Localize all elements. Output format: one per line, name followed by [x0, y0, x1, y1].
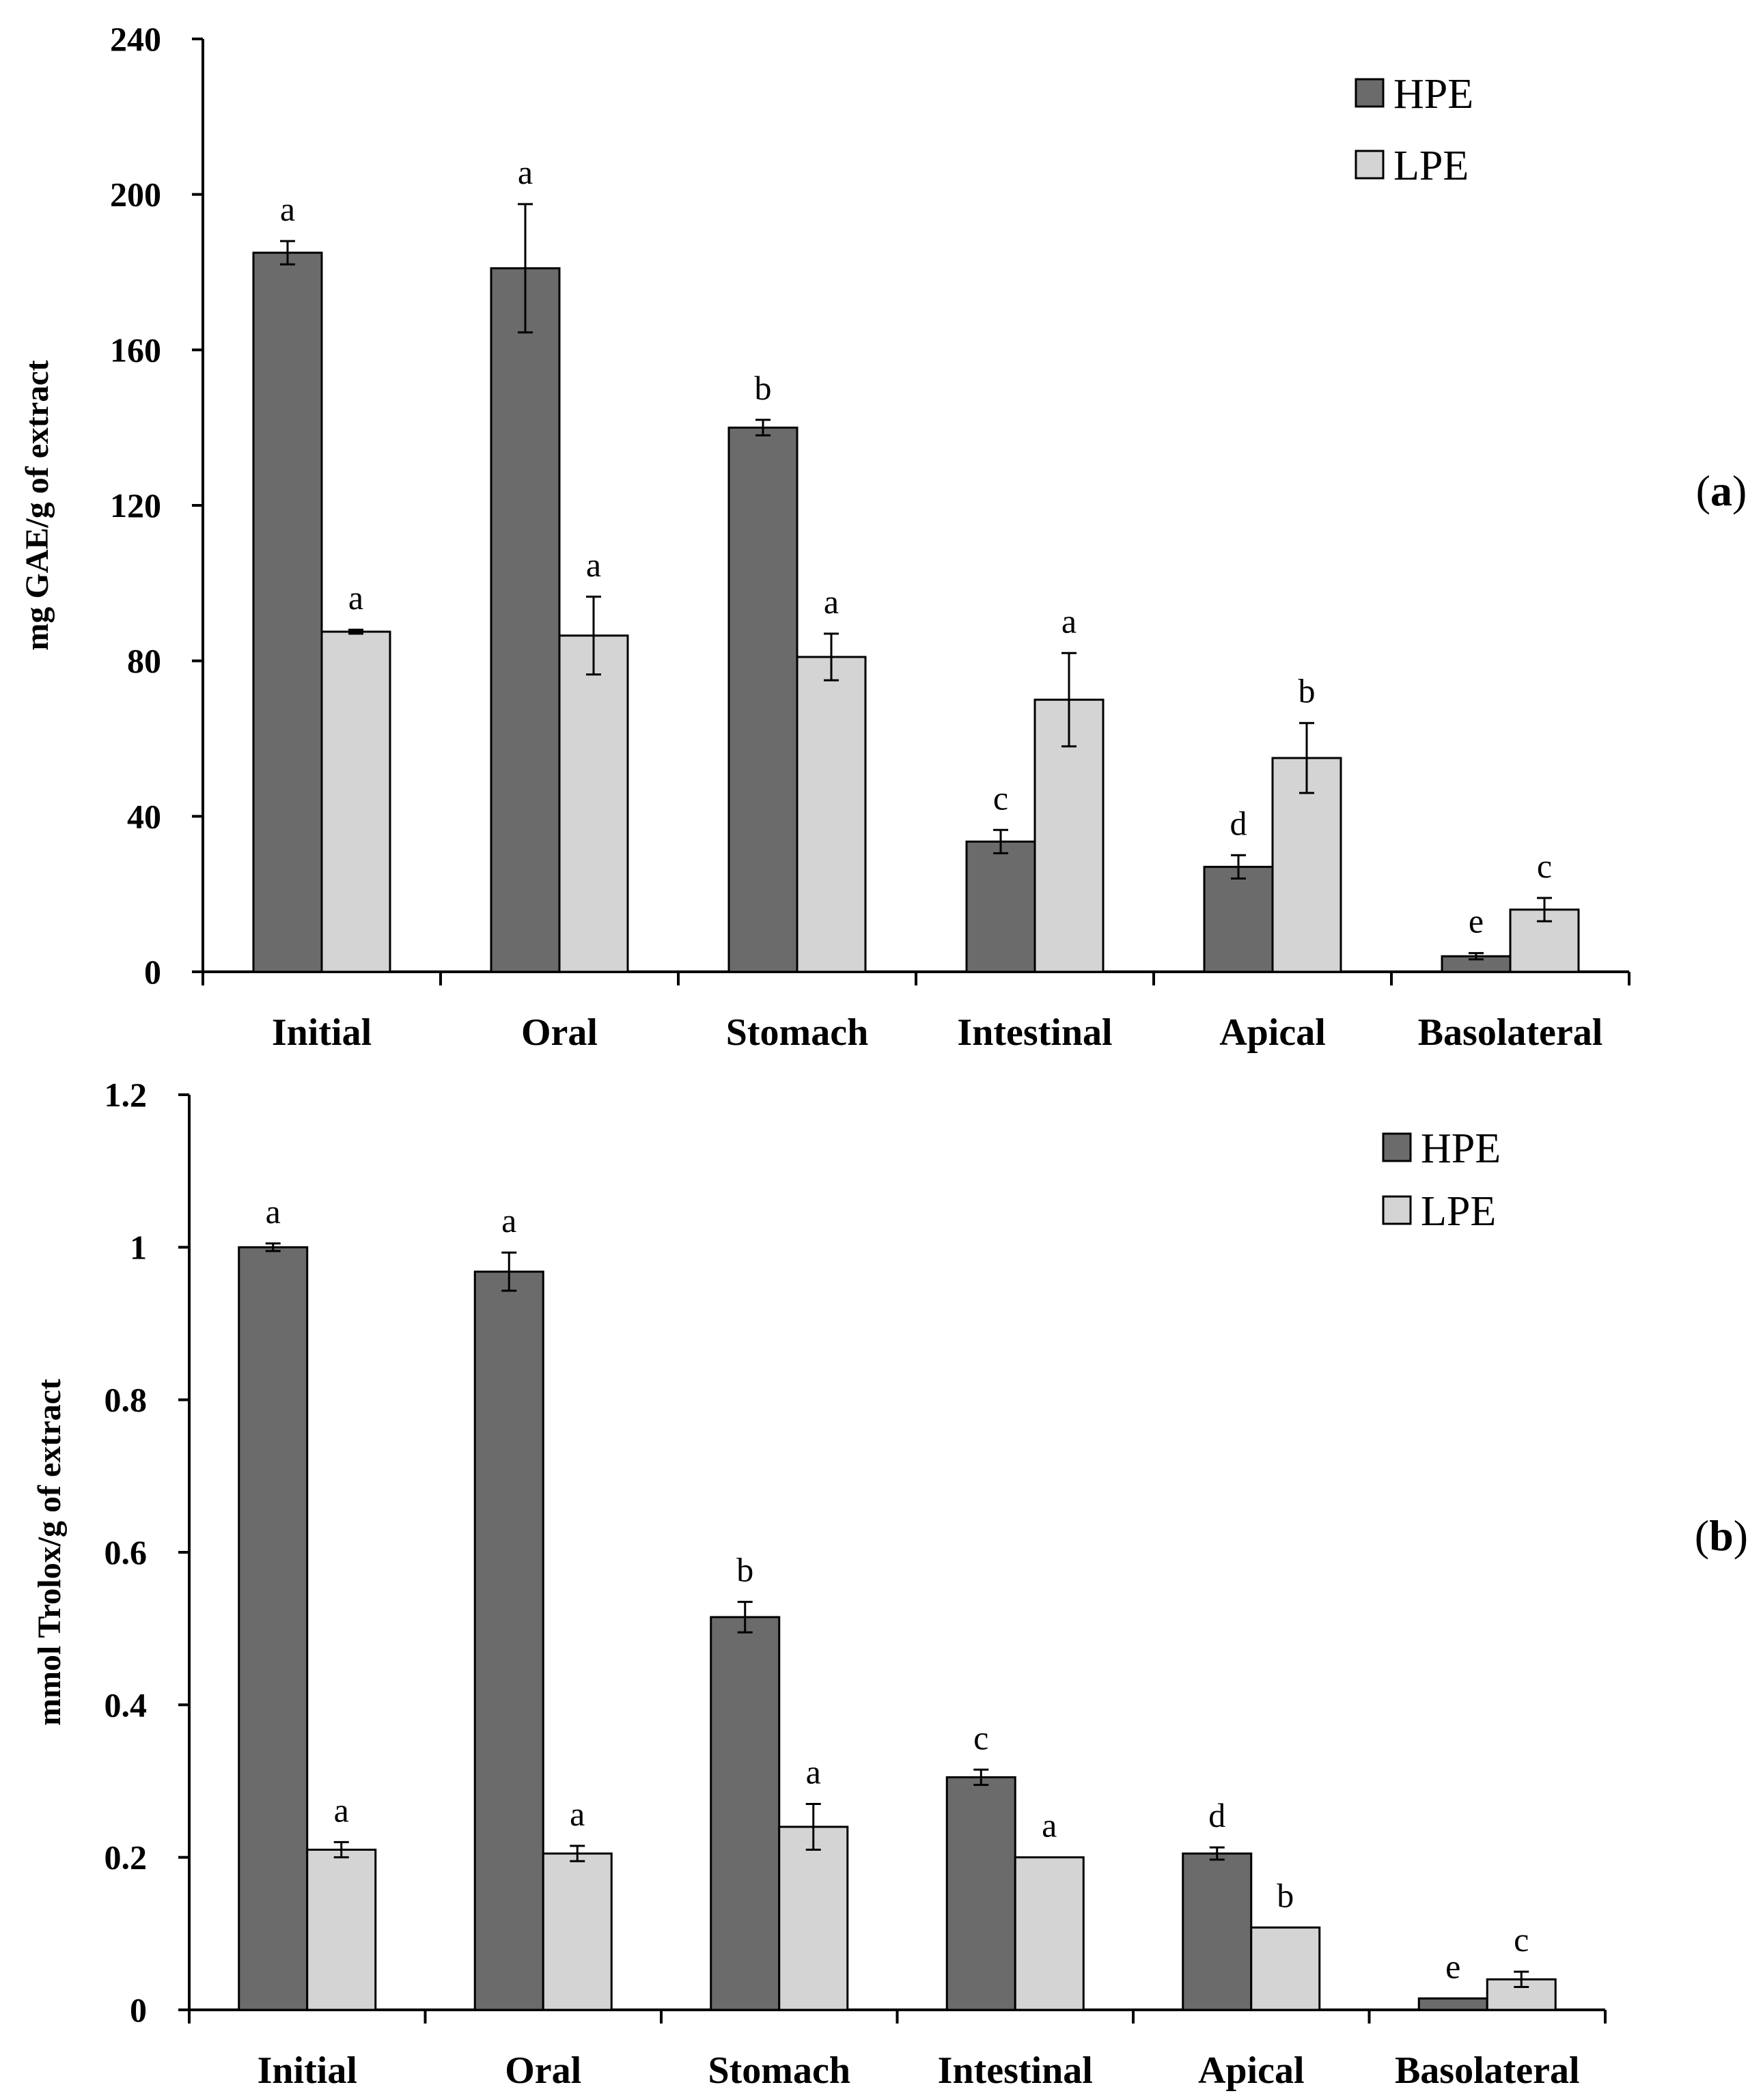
significance-letter: a — [266, 1192, 281, 1231]
bar-hpe — [252, 251, 323, 973]
y-tick-label: 200 — [110, 176, 161, 214]
y-tick-label: 0 — [130, 1991, 147, 2029]
significance-letter: c — [973, 1718, 988, 1756]
bar-lpe — [1250, 1926, 1321, 2011]
panel-label-close: ) — [1734, 1511, 1748, 1560]
significance-letter: a — [570, 1795, 585, 1833]
significance-letter: e — [1445, 1947, 1460, 1985]
bar-hpe — [945, 1776, 1016, 2011]
x-category-label: Apical — [1219, 1011, 1326, 1054]
x-category-label: Intestinal — [957, 1011, 1112, 1054]
bar-lpe — [778, 1825, 849, 2011]
bar-hpe — [1203, 865, 1274, 973]
y-tick-label: 120 — [110, 486, 161, 524]
x-category-label: Basolateral — [1395, 2049, 1580, 2092]
significance-letter: a — [824, 583, 839, 621]
bar-hpe — [727, 426, 799, 973]
significance-letter: a — [806, 1753, 821, 1791]
legend-label: HPE — [1393, 71, 1473, 117]
x-category-label: Initial — [272, 1011, 372, 1054]
y-tick-label: 0.4 — [105, 1685, 148, 1724]
legend-label: LPE — [1421, 1188, 1496, 1235]
significance-letter: a — [518, 153, 533, 191]
significance-letter: e — [1469, 902, 1484, 940]
significance-letter: a — [1042, 1806, 1057, 1845]
y-tick-label: 0.8 — [105, 1381, 148, 1419]
legend-label: LPE — [1393, 143, 1469, 189]
bar-lpe — [306, 1849, 377, 2011]
chart-panel-a: 0 40 80 120 160 200 240 a a Initial a a Oral b a Stomac… — [19, 20, 1747, 1054]
y-tick-label: 160 — [110, 331, 161, 369]
significance-letter: b — [1299, 672, 1316, 710]
bar-lpe — [796, 656, 867, 973]
significance-letter: a — [334, 1791, 349, 1829]
panel-label-letter: b — [1709, 1511, 1734, 1560]
bar-hpe — [1417, 1997, 1488, 2011]
panel-label: (a) — [1696, 466, 1747, 515]
y-tick-label: 1 — [130, 1228, 147, 1266]
significance-letter: c — [1514, 1920, 1529, 1959]
x-category-label: Stomach — [726, 1011, 868, 1054]
x-category-label: Stomach — [708, 2049, 850, 2092]
significance-letter: d — [1208, 1796, 1225, 1834]
bar-lpe — [320, 630, 391, 973]
panel-label-open: ( — [1696, 466, 1710, 515]
significance-letter: b — [755, 369, 772, 407]
x-category-label: Basolateral — [1418, 1011, 1603, 1054]
x-category-label: Apical — [1198, 2049, 1305, 2092]
significance-letter: a — [280, 190, 295, 228]
significance-letter: c — [1537, 847, 1552, 885]
panel-label-letter: a — [1710, 466, 1732, 515]
panel-label-open: ( — [1695, 1511, 1709, 1560]
legend-swatch-lpe — [1355, 150, 1385, 180]
bar-hpe — [710, 1616, 781, 2011]
significance-letter: a — [348, 578, 363, 617]
panel-label-close: ) — [1732, 466, 1747, 515]
legend-label: HPE — [1421, 1125, 1501, 1172]
significance-letter: c — [993, 779, 1008, 817]
x-category-label: Initial — [258, 2049, 357, 2092]
legend-swatch-hpe — [1382, 1132, 1412, 1162]
bar-hpe — [490, 267, 561, 973]
y-tick-label: 0.6 — [105, 1533, 148, 1571]
y-tick-label: 1.2 — [105, 1076, 148, 1114]
x-category-label: Intestinal — [938, 2049, 1093, 2092]
significance-letter: a — [586, 546, 601, 584]
y-axis-title: mg GAE/g of extract — [19, 360, 55, 650]
bar-lpe — [542, 1852, 613, 2011]
bar-hpe — [965, 840, 1036, 973]
significance-letter: b — [1277, 1876, 1294, 1914]
bar-hpe — [238, 1246, 309, 2011]
bar-hpe — [1182, 1852, 1253, 2011]
significance-letter: b — [736, 1551, 753, 1589]
x-category-label: Oral — [521, 1011, 598, 1054]
y-tick-label: 240 — [110, 20, 161, 58]
x-category-label: Oral — [505, 2049, 581, 2092]
legend-swatch-lpe — [1382, 1195, 1412, 1225]
panel-label: (b) — [1695, 1511, 1748, 1560]
legend-swatch-hpe — [1355, 78, 1385, 108]
y-axis-title: mmol Trolox/g of extract — [31, 1379, 68, 1726]
significance-letter: d — [1230, 804, 1247, 842]
y-tick-label: 0 — [144, 953, 161, 991]
bar-lpe — [1014, 1856, 1085, 2011]
significance-letter: a — [501, 1201, 516, 1240]
significance-letter: a — [1061, 602, 1077, 640]
y-tick-label: 80 — [127, 642, 161, 680]
chart-panel-b: 0 0.2 0.4 0.6 0.8 1 1.2 a a Initial a a Oral b a Stomac… — [31, 1076, 1748, 2092]
bar-lpe — [558, 634, 629, 973]
bar-hpe — [473, 1270, 544, 2011]
y-tick-label: 0.2 — [105, 1838, 148, 1877]
y-tick-label: 40 — [127, 797, 161, 835]
